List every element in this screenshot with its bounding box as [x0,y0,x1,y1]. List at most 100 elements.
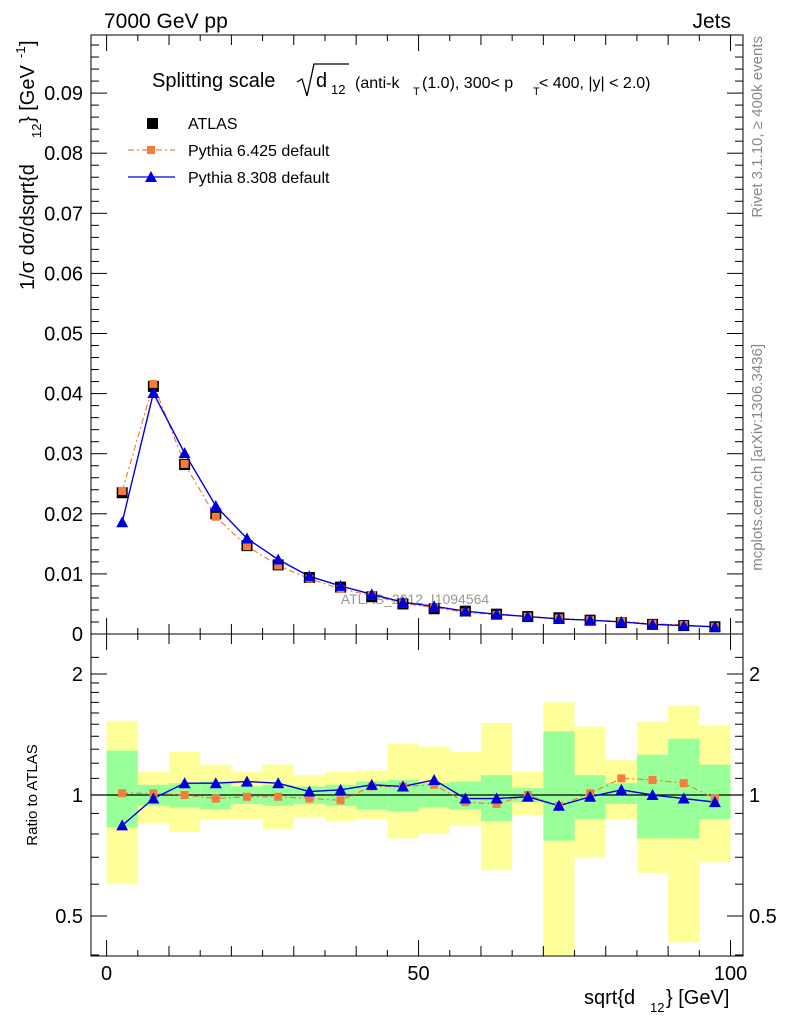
data-point-pythia8 [677,619,690,631]
legend-marker-pythia6 [147,146,155,154]
title-sqrt-sub: 12 [331,82,345,97]
data-point-pythia8 [521,610,534,622]
ratio-point-pythia8 [178,777,191,789]
y-tick-label: 0.01 [44,564,83,586]
ratio-point-pythia8 [365,778,378,790]
ratio-point-pythia6 [180,791,189,799]
ratio-y-axis-label: Ratio to ATLAS [24,744,41,845]
title-sqrt-var: d [316,70,327,92]
ratio-point-pythia6 [617,774,626,783]
ratio-point-pythia6 [492,799,501,808]
y-tick-label: 0.02 [44,504,83,526]
data-point-pythia8 [334,579,347,591]
data-point-pythia8 [552,612,565,624]
data-point-pythia8 [646,618,659,630]
band-inner-bin [699,764,731,820]
y-tick-label: 0.05 [44,324,83,346]
side-text-rivet: Rivet 3.1.10, ≥ 400k events [749,36,766,218]
ratio-point-pythia8 [116,819,129,831]
ratio-point-pythia8 [272,777,285,789]
main-y-axis-label: 1/σ dσ/dsqrt{d 12 } [GeV -1 ] [13,40,44,290]
ratio-point-pythia8 [334,783,347,795]
ratio-y-tick-label-right: 1 [749,785,760,807]
y-label-main-tail: } [GeV [17,65,39,123]
title-cut-b: (1.0), 300< p [422,75,513,92]
y-label-main-sub: 12 [29,124,44,138]
band-inner-bin [543,731,575,841]
legend-label-pythia6: Pythia 6.425 default [188,143,330,160]
band-inner-bin [106,750,138,828]
data-point-pythia8 [178,447,191,459]
legend-marker-pythia8 [145,171,157,182]
ratio-point-pythia8 [147,792,160,804]
main-axis-ticks: 0.01 0.02 0.03 0.04 0.05 0.06 0.07 0.08 0.09 0 [44,35,743,646]
main-series-layer [116,379,721,633]
ratio-y-tick-label-right: 0.5 [749,906,777,928]
data-point-pythia8 [209,499,222,511]
x-label-sub: 12 [650,1000,664,1015]
y-tick-label: 0.06 [44,263,83,285]
ratio-point-pythia8 [240,775,253,787]
y-tick-label: 0.09 [44,83,83,105]
ratio-point-pythia8 [615,783,628,795]
data-point-pythia6 [242,542,251,551]
data-point-pythia8 [584,614,597,626]
y-tick-label: 0.08 [44,143,83,165]
data-point-pythia6 [118,486,127,495]
ratio-point-pythia6 [211,794,220,803]
ratio-point-pythia8 [646,789,659,800]
ratio-point-pythia6 [242,792,251,801]
ratio-point-pythia8 [490,792,503,804]
y-tick-label: 0.04 [44,384,83,406]
legend-marker-atlas [147,118,158,129]
ratio-y-tick-label-right: 2 [749,664,760,686]
legend-entry-pythia6: Pythia 6.425 default [128,143,330,160]
ratio-uncertainty-bands [106,702,731,955]
x-tick-label: 50 [407,963,429,985]
ratio-point-pythia8 [428,773,441,785]
ratio-y-tick-label: 2 [72,664,83,686]
ratio-axis-ticks: 0.5 0.5 1 1 2 2 0 50 100 [55,634,777,985]
y-tick-label: 0.07 [44,203,83,225]
ratio-point-pythia8 [209,777,222,789]
legend-entry-pythia8: Pythia 8.308 default [128,170,330,187]
ratio-y-tick-label: 1 [72,785,83,807]
y-label-main-sup: -1 [13,46,28,58]
data-point-pythia8 [147,386,160,398]
legend-label-atlas: ATLAS [188,116,238,133]
legend-label-pythia8: Pythia 8.308 default [188,170,330,187]
x-axis-label: sqrt{d 12 } [GeV] [584,987,729,1015]
ratio-point-pythia8 [303,785,316,797]
title-cut-c: < 400, |y| < 2.0) [539,75,651,92]
ratio-line-pythia6 [122,777,716,807]
ratio-y-tick-label: 0.5 [55,906,83,928]
data-point-pythia6 [274,561,283,570]
title-cut-b-sub: T [533,86,540,98]
ratio-point-pythia6 [648,775,657,784]
header-process-label: Jets [692,10,731,33]
ratio-line-pythia8 [121,779,716,826]
watermark: ATLAS_2012_I1094564 [341,591,490,607]
data-point-pythia8 [615,615,628,627]
ratio-point-pythia8 [552,799,565,811]
main-title: Splitting scale d 12 (anti-k T (1.0), 30… [152,63,651,98]
ratio-panel-frame [90,633,744,957]
ratio-point-pythia6 [336,796,345,805]
data-point-pythia8 [272,553,285,565]
y-tick-label: 0.03 [44,444,83,466]
ratio-point-pythia8 [708,796,721,808]
data-point-pythia8 [490,608,503,620]
ratio-point-pythia8 [459,792,472,804]
x-label-text: sqrt{d [584,987,635,1009]
ratio-point-pythia6 [274,792,283,801]
y-label-main: 1/σ dσ/dsqrt{d [17,164,39,290]
title-cut-a-sub: T [413,86,420,98]
y-label-main-end: ] [17,40,39,46]
ratio-point-pythia6 [305,794,314,803]
data-point-pythia8 [396,596,409,608]
title-cut-a: (anti-k [355,75,400,92]
side-text-mcplots: mcplots.cern.ch [arXiv:1306.3436] [749,344,766,571]
data-point-pythia8 [303,570,316,582]
header-energy-label: 7000 GeV pp [104,10,228,33]
